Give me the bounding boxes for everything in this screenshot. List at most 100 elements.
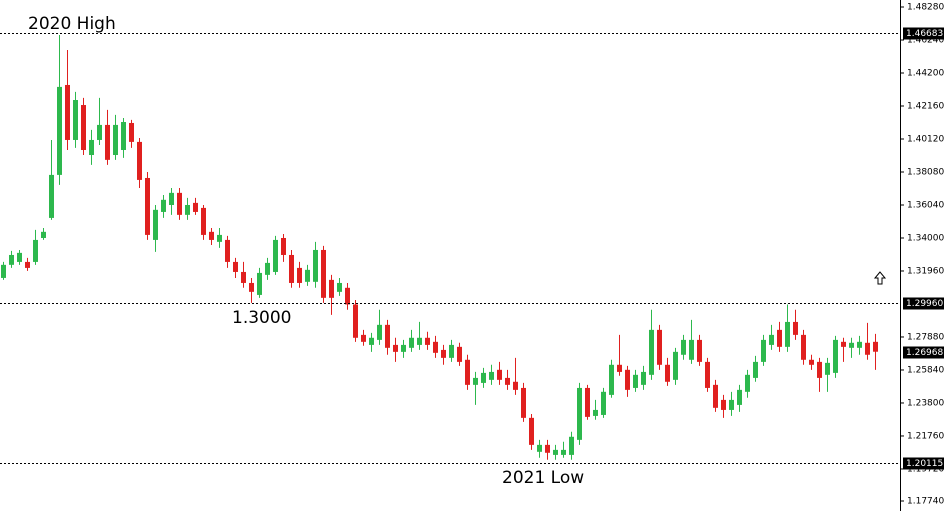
y-tick-label: 1.36040 xyxy=(907,200,944,210)
y-tick-label: 1.31960 xyxy=(907,266,944,276)
candle-body xyxy=(401,344,406,352)
candle-body xyxy=(241,271,246,283)
candle-body xyxy=(793,321,798,335)
candle-body xyxy=(745,374,750,392)
candle-body xyxy=(529,417,534,445)
candle-body xyxy=(849,342,854,348)
candle-body xyxy=(65,84,70,140)
candle-body xyxy=(553,449,558,455)
candle-body xyxy=(17,252,22,262)
level-tag xyxy=(903,297,944,310)
candle-body xyxy=(625,369,630,390)
level-tag xyxy=(903,457,944,470)
candle-body xyxy=(537,444,542,452)
candle-body xyxy=(817,361,822,378)
candle-body xyxy=(313,249,318,282)
candle-body xyxy=(465,359,470,385)
candle-body xyxy=(569,436,574,455)
candle-body xyxy=(673,351,678,380)
candle-body xyxy=(825,362,830,375)
candle-body xyxy=(737,389,742,405)
candle-body xyxy=(441,349,446,358)
candle-body xyxy=(681,339,686,355)
y-tick-label: 1.48280 xyxy=(907,3,944,13)
candle-body xyxy=(145,177,150,235)
candle-body xyxy=(425,337,430,345)
candle-body xyxy=(177,192,182,215)
candle-body xyxy=(49,174,54,218)
candle-body xyxy=(41,231,46,238)
candle-body xyxy=(305,269,310,282)
candle-body xyxy=(393,344,398,352)
candle-body xyxy=(385,324,390,348)
candle-body xyxy=(297,267,302,283)
candle-body xyxy=(505,377,510,385)
candle-body xyxy=(129,122,134,142)
candle-body xyxy=(257,272,262,295)
candle-body xyxy=(785,321,790,347)
level-label: 1.29960 xyxy=(906,299,943,309)
candle-body xyxy=(641,371,646,385)
annotation: 2020 High xyxy=(28,14,116,34)
level-tag xyxy=(903,346,944,359)
y-tick-label: 1.27880 xyxy=(907,332,944,342)
candle-body xyxy=(769,334,774,345)
candle-body xyxy=(697,339,702,362)
candle-body xyxy=(721,399,726,410)
candle-body xyxy=(833,339,838,373)
candle-body xyxy=(609,364,614,395)
candle-body xyxy=(273,239,278,272)
candle-body xyxy=(321,249,326,298)
candle-body xyxy=(601,391,606,415)
y-tick-label: 1.46240 xyxy=(907,35,944,45)
candle-body xyxy=(545,444,550,453)
level-tag xyxy=(903,27,944,40)
candle-body xyxy=(689,339,694,360)
candle-body xyxy=(201,207,206,235)
candle-body xyxy=(409,337,414,348)
candle-body xyxy=(233,261,238,272)
y-tick-label: 1.21760 xyxy=(907,431,944,441)
candle-body xyxy=(369,337,374,345)
y-tick-label: 1.23800 xyxy=(907,398,944,408)
y-tick-label: 1.17740 xyxy=(907,497,944,507)
candle-body xyxy=(89,139,94,156)
scroll-icon[interactable] xyxy=(873,271,887,285)
candle-body xyxy=(353,304,358,338)
candle-body xyxy=(521,387,526,418)
candle-body xyxy=(377,324,382,340)
level-label: 1.20115 xyxy=(906,459,943,469)
y-tick-label: 1.34000 xyxy=(907,233,944,243)
candle-body xyxy=(513,381,518,390)
candle-body xyxy=(801,334,806,360)
candle-body xyxy=(185,204,190,215)
candle-body xyxy=(593,409,598,416)
candle-body xyxy=(729,399,734,410)
candle-body xyxy=(193,202,198,212)
candle-body xyxy=(633,374,638,388)
annotation: 2021 Low xyxy=(502,468,584,488)
y-tick-label: 1.44200 xyxy=(907,68,944,78)
candle-body xyxy=(81,105,86,150)
candle-body xyxy=(361,334,366,342)
candle-body xyxy=(249,282,254,292)
candle-body xyxy=(345,287,350,305)
y-tick-label: 1.40120 xyxy=(907,134,944,144)
candle-body xyxy=(289,254,294,283)
candle-body xyxy=(329,279,334,298)
candle-body xyxy=(713,384,718,408)
candle-body xyxy=(577,387,582,440)
candle-body xyxy=(449,344,454,358)
y-tick-label: 1.38080 xyxy=(907,167,944,177)
candle-body xyxy=(665,364,670,382)
candle-body xyxy=(73,100,78,140)
candle-body xyxy=(865,342,870,355)
y-tick-label: 1.25840 xyxy=(907,365,944,375)
candle-body xyxy=(433,341,438,353)
annotation: 1.3000 xyxy=(232,308,291,328)
candle-body xyxy=(97,124,102,140)
candle-body xyxy=(113,124,118,156)
candle-body xyxy=(153,209,158,240)
